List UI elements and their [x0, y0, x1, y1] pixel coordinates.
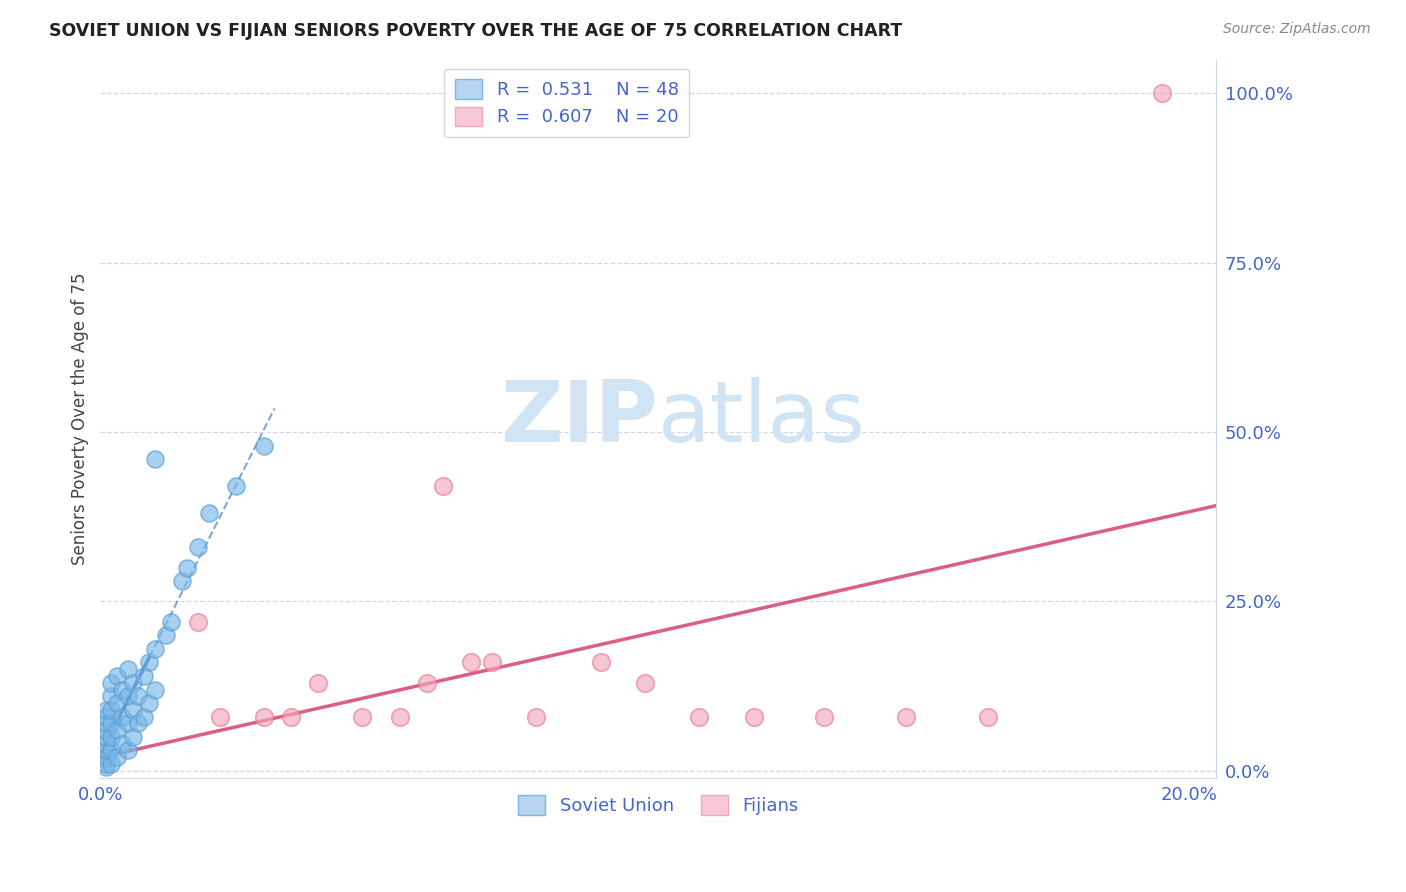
Point: [132, 709, 155, 723]
Point: [138, 656, 160, 670]
Point: [388, 709, 411, 723]
Point: [432, 479, 454, 493]
Point: [122, 730, 145, 744]
Point: [122, 675, 145, 690]
Legend: Soviet Union, Fijians: Soviet Union, Fijians: [508, 784, 810, 826]
Point: [94, 737, 117, 751]
Point: [307, 675, 329, 690]
Point: [105, 696, 128, 710]
Point: [94, 760, 117, 774]
Point: [100, 743, 122, 757]
Point: [416, 675, 439, 690]
Text: Source: ZipAtlas.com: Source: ZipAtlas.com: [1223, 22, 1371, 37]
Point: [209, 709, 232, 723]
Point: [225, 479, 247, 493]
Point: [187, 541, 209, 555]
Point: [100, 716, 122, 731]
Point: [813, 709, 835, 723]
Point: [198, 507, 221, 521]
Point: [742, 709, 765, 723]
Point: [94, 709, 117, 723]
Point: [94, 757, 117, 772]
Point: [253, 709, 276, 723]
Point: [688, 709, 710, 723]
Point: [1150, 87, 1173, 101]
Text: atlas: atlas: [658, 377, 866, 460]
Point: [160, 615, 183, 629]
Text: ZIP: ZIP: [501, 377, 658, 460]
Point: [94, 730, 117, 744]
Point: [105, 723, 128, 738]
Point: [170, 574, 193, 588]
Point: [350, 709, 373, 723]
Point: [894, 709, 917, 723]
Point: [111, 737, 134, 751]
Point: [117, 743, 139, 757]
Point: [100, 703, 122, 717]
Point: [100, 690, 122, 704]
Point: [94, 703, 117, 717]
Point: [100, 757, 122, 772]
Point: [117, 662, 139, 676]
Point: [143, 452, 166, 467]
Point: [105, 669, 128, 683]
Point: [187, 615, 209, 629]
Point: [155, 628, 177, 642]
Point: [100, 675, 122, 690]
Point: [481, 656, 503, 670]
Y-axis label: Seniors Poverty Over the Age of 75: Seniors Poverty Over the Age of 75: [72, 272, 89, 565]
Point: [117, 690, 139, 704]
Point: [253, 439, 276, 453]
Text: SOVIET UNION VS FIJIAN SENIORS POVERTY OVER THE AGE OF 75 CORRELATION CHART: SOVIET UNION VS FIJIAN SENIORS POVERTY O…: [49, 22, 903, 40]
Point: [591, 656, 613, 670]
Point: [100, 730, 122, 744]
Point: [634, 675, 657, 690]
Point: [111, 682, 134, 697]
Point: [143, 682, 166, 697]
Point: [143, 641, 166, 656]
Point: [94, 723, 117, 738]
Point: [460, 656, 482, 670]
Point: [105, 750, 128, 764]
Point: [138, 696, 160, 710]
Point: [176, 560, 198, 574]
Point: [117, 716, 139, 731]
Point: [111, 709, 134, 723]
Point: [524, 709, 547, 723]
Point: [132, 669, 155, 683]
Point: [94, 750, 117, 764]
Point: [280, 709, 302, 723]
Point: [94, 716, 117, 731]
Point: [127, 690, 149, 704]
Point: [127, 716, 149, 731]
Point: [94, 743, 117, 757]
Point: [976, 709, 998, 723]
Point: [122, 703, 145, 717]
